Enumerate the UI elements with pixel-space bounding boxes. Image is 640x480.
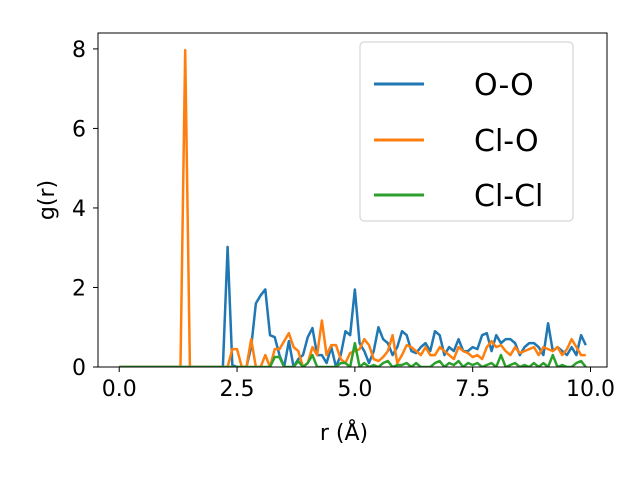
- legend-box: [359, 41, 574, 222]
- x-tick-label: 7.5: [455, 377, 490, 402]
- legend-label-cl-o: Cl-O: [474, 124, 539, 159]
- x-axis: 0.0 2.5 5.0 7.5 10.0: [102, 367, 615, 402]
- y-axis-label: g(r): [35, 180, 60, 220]
- series-line-cl-o: [119, 48, 586, 367]
- x-axis-label: r (Å): [320, 419, 368, 446]
- legend: O-O Cl-O Cl-Cl: [359, 41, 574, 222]
- series-layer: [119, 48, 587, 367]
- y-tick-label: 0: [72, 356, 86, 381]
- x-tick-label: 2.5: [220, 377, 255, 402]
- y-tick-label: 8: [72, 38, 86, 63]
- x-tick-label: 5.0: [337, 377, 372, 402]
- y-axis: 0 2 4 6 8: [72, 38, 98, 381]
- series-line-cl-cl: [119, 341, 587, 367]
- y-tick-label: 4: [72, 197, 86, 222]
- x-tick-label: 0.0: [102, 377, 137, 402]
- plot-frame: [97, 32, 608, 368]
- x-tick-label: 10.0: [566, 377, 615, 402]
- series-line-o-o: [119, 245, 587, 367]
- legend-label-cl-cl: Cl-Cl: [474, 179, 543, 214]
- y-tick-label: 2: [72, 276, 86, 301]
- legend-label-o-o: O-O: [474, 68, 534, 103]
- y-tick-label: 6: [72, 117, 86, 142]
